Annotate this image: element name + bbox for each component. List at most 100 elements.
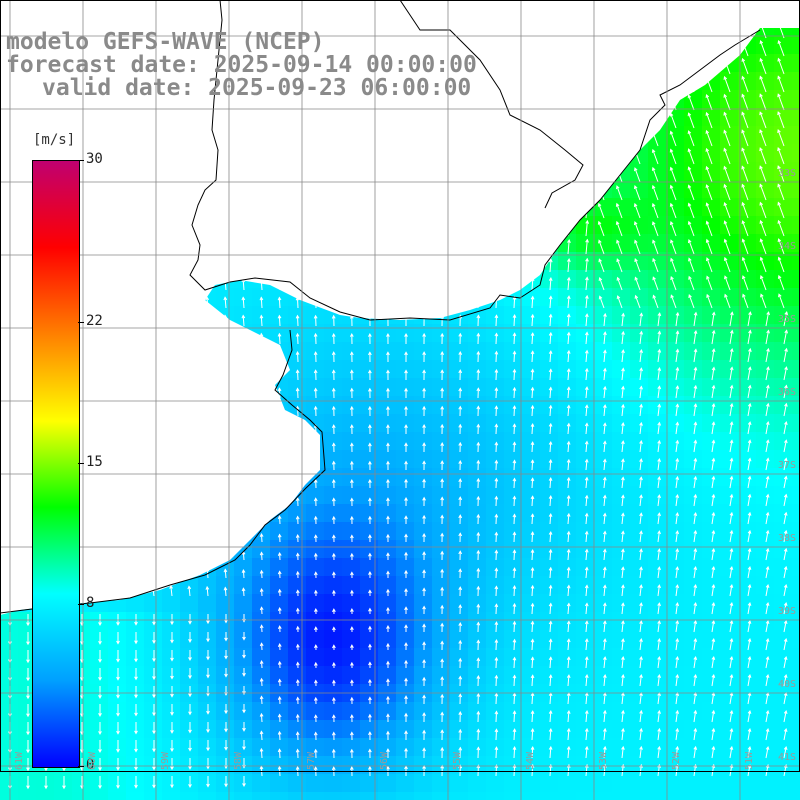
wind-arrow-head: [530, 531, 535, 536]
wind-arrow-head: [741, 147, 745, 152]
field-cell: [558, 792, 577, 800]
field-cell: [540, 792, 559, 800]
wind-arrow-head: [783, 511, 788, 516]
wind-arrow-head: [741, 57, 746, 62]
field-cell: [450, 792, 469, 800]
wind-arrow: [729, 385, 733, 399]
wind-arrow-head: [476, 405, 481, 410]
field-cell: [0, 630, 19, 649]
wind-arrow-head: [422, 605, 426, 610]
field-cell: [594, 522, 613, 541]
field-cell: [576, 576, 595, 595]
wind-arrow: [242, 551, 245, 561]
wind-arrow-head: [759, 183, 763, 188]
field-cell: [648, 144, 667, 163]
wind-arrow-head: [711, 421, 716, 426]
wind-arrow-head: [723, 75, 728, 80]
wind-arrow: [729, 584, 733, 597]
field-cell: [504, 666, 523, 685]
field-cell: [126, 738, 145, 757]
field-cell: [180, 648, 199, 667]
field-cell: [576, 792, 595, 800]
wind-arrow: [747, 385, 751, 399]
wind-arrow-head: [603, 385, 607, 390]
field-cell: [666, 342, 685, 361]
wind-arrow-head: [603, 367, 607, 372]
wind-arrow-head: [585, 238, 589, 243]
field-cell: [108, 630, 127, 649]
wind-arrow-head: [566, 276, 571, 281]
wind-arrow-head: [747, 384, 752, 389]
wind-arrow: [531, 333, 534, 345]
wind-arrow: [729, 566, 733, 579]
field-cell: [414, 396, 433, 415]
field-cell: [792, 180, 800, 199]
wind-arrow: [549, 531, 552, 543]
wind-arrow-head: [778, 293, 782, 298]
field-cell: [396, 360, 415, 379]
field-cell: [288, 522, 307, 541]
wind-arrow: [242, 297, 245, 309]
wind-arrow: [242, 570, 245, 579]
field-cell: [324, 396, 343, 415]
wind-arrow-head: [422, 569, 426, 574]
wind-arrow: [760, 220, 767, 237]
wind-arrow: [675, 476, 679, 489]
wind-arrow-head: [313, 405, 318, 410]
wind-arrow: [603, 549, 606, 561]
wind-arrow: [585, 332, 588, 345]
wind-arrow: [688, 221, 695, 237]
wind-arrow: [693, 367, 697, 381]
field-cell: [378, 702, 397, 721]
field-cell: [738, 54, 757, 73]
wind-arrow-head: [639, 512, 643, 517]
field-cell: [684, 702, 703, 721]
wind-arrow: [567, 441, 570, 453]
wind-arrow-head: [783, 475, 788, 480]
field-cell: [306, 594, 325, 613]
wind-arrow: [765, 312, 770, 327]
wind-arrow-head: [458, 387, 463, 392]
wind-arrow-head: [651, 221, 656, 226]
field-cell: [666, 558, 685, 577]
field-cell: [342, 792, 361, 800]
wind-arrow-head: [494, 405, 499, 410]
wind-arrow-head: [349, 332, 354, 337]
wind-arrow: [777, 58, 785, 75]
wind-arrow-head: [688, 275, 692, 280]
wind-arrow-head: [741, 238, 746, 243]
wind-arrow-head: [711, 366, 716, 371]
wind-arrow-head: [585, 313, 589, 318]
wind-arrow-head: [598, 258, 602, 263]
field-cell: [378, 522, 397, 541]
wind-arrow: [639, 368, 642, 381]
wind-arrow: [706, 94, 713, 111]
wind-arrow: [729, 440, 733, 453]
wind-arrow: [760, 275, 767, 291]
wind-arrow-head: [386, 460, 390, 465]
wind-arrow-head: [634, 258, 638, 263]
wind-arrow: [621, 459, 624, 471]
wind-arrow-head: [639, 530, 643, 535]
wind-arrow-head: [386, 497, 390, 502]
wind-arrow: [729, 548, 733, 561]
field-cell: [450, 342, 469, 361]
wind-arrow-head: [368, 460, 372, 465]
wind-arrow-head: [259, 588, 264, 592]
wind-arrow-head: [205, 585, 210, 590]
field-cell: [720, 396, 739, 415]
field-cell: [72, 774, 91, 793]
field-cell: [576, 774, 595, 793]
field-cell: [648, 792, 667, 800]
wind-arrow-head: [688, 294, 692, 299]
field-cell: [666, 234, 685, 253]
wind-arrow-head: [584, 512, 589, 517]
wind-arrow-head: [639, 367, 643, 372]
wind-arrow-head: [723, 165, 727, 170]
wind-arrow: [531, 424, 534, 435]
wind-arrow: [705, 112, 713, 129]
wind-arrow-head: [687, 239, 692, 244]
field-cell: [792, 666, 800, 685]
wind-arrow-head: [687, 130, 692, 135]
field-cell: [702, 270, 721, 289]
